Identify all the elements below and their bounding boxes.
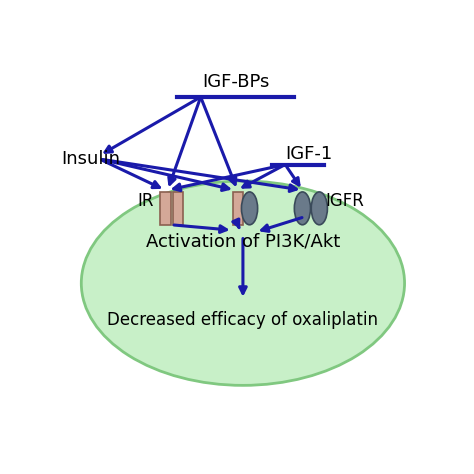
Text: IGF-1: IGF-1 bbox=[285, 145, 332, 163]
Ellipse shape bbox=[241, 192, 258, 225]
Text: Insulin: Insulin bbox=[61, 150, 120, 168]
Text: IR: IR bbox=[137, 192, 154, 210]
FancyArrowPatch shape bbox=[173, 165, 283, 191]
FancyArrowPatch shape bbox=[243, 166, 283, 187]
FancyArrowPatch shape bbox=[174, 225, 227, 232]
FancyArrowPatch shape bbox=[202, 100, 236, 184]
FancyArrowPatch shape bbox=[169, 100, 200, 184]
FancyArrowPatch shape bbox=[233, 219, 239, 228]
FancyArrowPatch shape bbox=[102, 159, 296, 191]
FancyArrowPatch shape bbox=[239, 238, 246, 293]
FancyArrowPatch shape bbox=[262, 218, 302, 231]
Bar bbox=[160, 192, 171, 225]
Text: IGFR: IGFR bbox=[326, 192, 365, 210]
FancyArrowPatch shape bbox=[102, 160, 229, 191]
Bar bbox=[233, 192, 243, 225]
Ellipse shape bbox=[294, 192, 310, 225]
FancyArrowPatch shape bbox=[287, 167, 299, 185]
Bar bbox=[173, 192, 183, 225]
Ellipse shape bbox=[311, 192, 328, 225]
Text: IGF-BPs: IGF-BPs bbox=[202, 73, 269, 91]
Text: Activation of PI3K/Akt: Activation of PI3K/Akt bbox=[146, 232, 340, 250]
Text: Decreased efficacy of oxaliplatin: Decreased efficacy of oxaliplatin bbox=[108, 310, 378, 328]
Ellipse shape bbox=[82, 181, 405, 385]
FancyArrowPatch shape bbox=[102, 160, 159, 188]
FancyArrowPatch shape bbox=[105, 99, 198, 152]
